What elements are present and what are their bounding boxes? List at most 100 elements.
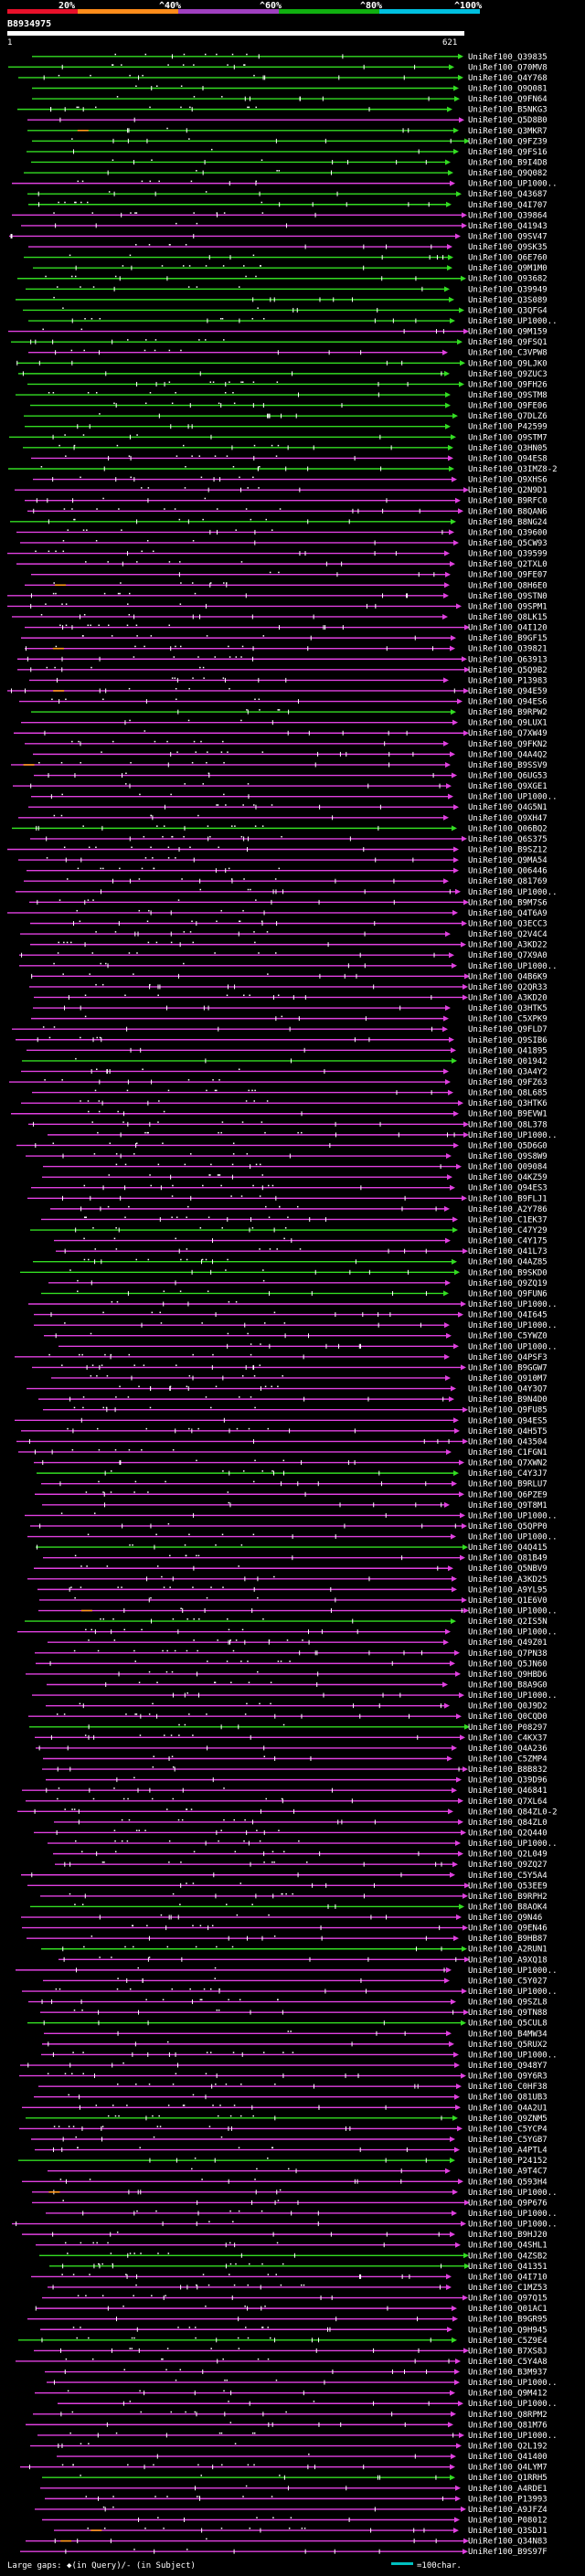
hit-row[interactable]: UniRef100_C4Y3J7 xyxy=(37,1469,548,1479)
hit-accession[interactable]: UniRef100_Q5QPP0 xyxy=(468,1522,548,1532)
hit-row[interactable]: UniRef100_B7XS8J xyxy=(34,2347,548,2356)
hit-accession[interactable]: UniRef100_Q0J9D2 xyxy=(468,1702,548,1712)
hit-row[interactable]: UniRef100_Q2L192 xyxy=(30,2443,548,2452)
hit-row[interactable]: UniRef100_UP1000.. xyxy=(58,1342,558,1352)
hit-accession[interactable]: UniRef100_Q81M76 xyxy=(468,2421,548,2430)
hit-row[interactable]: UniRef100_C5YGB7 xyxy=(31,2136,548,2145)
hit-row[interactable]: UniRef100_Q41351 xyxy=(49,2263,548,2272)
hit-accession[interactable]: UniRef100_UP1000.. xyxy=(468,2210,558,2219)
hit-row[interactable]: UniRef100_Q9MA54 xyxy=(18,856,548,865)
hit-row[interactable]: UniRef100_Q5Q9B2 xyxy=(17,666,548,675)
hit-accession[interactable]: UniRef100_Q4I645 xyxy=(468,1311,548,1320)
hit-row[interactable]: UniRef100_UP1000.. xyxy=(16,888,558,897)
hit-row[interactable]: UniRef100_Q9FLD7 xyxy=(12,1025,548,1034)
hit-row[interactable]: UniRef100_Q1RRH5 xyxy=(42,2474,548,2483)
hit-accession[interactable]: UniRef100_Q5Q9B2 xyxy=(468,666,548,675)
hit-accession[interactable]: UniRef100_C1MZ53 xyxy=(468,2284,548,2293)
hit-accession[interactable]: UniRef100_Q9T8M1 xyxy=(468,1501,548,1511)
hit-accession[interactable]: UniRef100_Q9STN0 xyxy=(468,592,548,601)
hit-row[interactable]: UniRef100_UP1000.. xyxy=(28,317,558,326)
hit-accession[interactable]: UniRef100_Q9P676 xyxy=(468,2199,548,2208)
hit-row[interactable]: UniRef100_Q3IMZ8-2 xyxy=(8,465,558,474)
hit-row[interactable]: UniRef100_Q39600 xyxy=(16,528,548,537)
hit-accession[interactable]: UniRef100_Q9FZ63 xyxy=(468,1078,548,1087)
hit-row[interactable]: UniRef100_Q0CQD0 xyxy=(28,1712,548,1722)
hit-accession[interactable]: UniRef100_Q39D96 xyxy=(468,1776,548,1786)
hit-accession[interactable]: UniRef100_Q49Z01 xyxy=(468,1638,548,1648)
hit-accession[interactable]: UniRef100_Q9LJK0 xyxy=(468,359,548,368)
hit-accession[interactable]: UniRef100_Q81UB3 xyxy=(468,2094,548,2103)
hit-accession[interactable]: UniRef100_Q94ES5 xyxy=(468,1416,548,1426)
hit-accession[interactable]: UniRef100_C5Y5A4 xyxy=(468,1871,548,1881)
hit-row[interactable]: UniRef100_P24152 xyxy=(18,2157,548,2166)
hit-row[interactable]: UniRef100_UP1000.. xyxy=(32,2189,558,2198)
hit-accession[interactable]: UniRef100_Q9MA54 xyxy=(468,856,548,865)
hit-row[interactable]: UniRef100_Q4SHL1 xyxy=(36,2242,548,2251)
hit-accession[interactable]: UniRef100_Q6S375 xyxy=(468,835,548,844)
hit-accession[interactable]: UniRef100_Q39600 xyxy=(468,528,548,537)
hit-row[interactable]: UniRef100_Q4AZ85 xyxy=(33,1258,548,1267)
hit-accession[interactable]: UniRef100_Q7XWN2 xyxy=(468,1459,548,1468)
hit-accession[interactable]: UniRef100_Q97Q15 xyxy=(468,2295,548,2304)
hit-row[interactable]: UniRef100_Q9Q081 xyxy=(32,84,548,93)
hit-row[interactable]: UniRef100_Q9FU85 xyxy=(43,1406,548,1415)
hit-accession[interactable]: UniRef100_A3KD20 xyxy=(468,993,548,1002)
hit-row[interactable]: UniRef100_UP1000.. xyxy=(27,1533,558,1542)
hit-row[interactable]: UniRef100_Q5CUL8 xyxy=(27,2019,548,2029)
hit-accession[interactable]: UniRef100_Q9M159 xyxy=(468,328,548,337)
hit-accession[interactable]: UniRef100_Q84ZL0 xyxy=(468,1818,548,1828)
hit-row[interactable]: UniRef100_Q4A4Q2 xyxy=(33,750,548,759)
hit-accession[interactable]: UniRef100_Q2V4C4 xyxy=(468,930,548,939)
hit-row[interactable]: UniRef100_Q0J9D2 xyxy=(46,1702,548,1712)
hit-accession[interactable]: UniRef100_Q9M412 xyxy=(468,2390,548,2399)
hit-accession[interactable]: UniRef100_Q2Q440 xyxy=(468,1829,548,1838)
hit-row[interactable]: UniRef100_Q8H6E0 xyxy=(25,581,548,590)
hit-accession[interactable]: UniRef100_Q81B49 xyxy=(468,1554,548,1564)
hit-row[interactable]: UniRef100_Q39599 xyxy=(7,550,548,559)
hit-row[interactable]: UniRef100_Q4KZ59 xyxy=(42,1173,548,1182)
hit-accession[interactable]: UniRef100_Q7XW49 xyxy=(468,729,548,738)
hit-row[interactable]: UniRef100_Q43687 xyxy=(27,190,548,199)
hit-row[interactable]: UniRef100_B9FLJ1 xyxy=(27,1194,548,1203)
hit-row[interactable]: UniRef100_A2RUN1 xyxy=(41,1945,548,1955)
hit-row[interactable]: UniRef100_Q4G5N1 xyxy=(28,803,548,812)
hit-row[interactable]: UniRef100_C5XPK9 xyxy=(31,1015,548,1024)
hit-row[interactable]: UniRef100_Q9XGE1 xyxy=(13,782,548,791)
hit-row[interactable]: UniRef100_Q01942 xyxy=(22,1057,548,1066)
hit-accession[interactable]: UniRef100_Q8L378 xyxy=(468,1120,548,1129)
hit-row[interactable]: UniRef100_Q9FZ63 xyxy=(9,1078,548,1087)
hit-accession[interactable]: UniRef100_A9YL95 xyxy=(468,1585,548,1595)
hit-accession[interactable]: UniRef100_Q41L73 xyxy=(468,1247,548,1256)
hit-accession[interactable]: UniRef100_Q9ZUC3 xyxy=(468,370,548,379)
hit-row[interactable]: UniRef100_Q6UG53 xyxy=(34,772,548,781)
hit-accession[interactable]: UniRef100_Q5RUX2 xyxy=(468,2041,548,2050)
hit-row[interactable]: UniRef100_Q93682 xyxy=(17,275,548,284)
hit-row[interactable]: UniRef100_UP1000.. xyxy=(31,793,558,802)
hit-accession[interactable]: UniRef100_Q4B6K9 xyxy=(468,972,548,981)
hit-accession[interactable]: UniRef100_UP1000.. xyxy=(468,317,558,326)
hit-row[interactable]: UniRef100_Q2L049 xyxy=(53,1850,548,1860)
hit-row[interactable]: UniRef100_Q4ZSB2 xyxy=(39,2252,548,2261)
hit-accession[interactable]: UniRef100_Q94ES8 xyxy=(468,454,548,463)
hit-accession[interactable]: UniRef100_B9EVW1 xyxy=(468,1110,548,1119)
hit-row[interactable]: UniRef100_Q9LJK0 xyxy=(16,359,548,368)
hit-row[interactable]: UniRef100_Q4I710 xyxy=(31,2273,548,2282)
hit-row[interactable]: UniRef100_Q9STN0 xyxy=(7,592,548,601)
hit-accession[interactable]: UniRef100_Q9FU85 xyxy=(468,1406,548,1415)
hit-row[interactable]: UniRef100_B9GF15 xyxy=(21,634,548,643)
hit-accession[interactable]: UniRef100_Q06446 xyxy=(468,867,548,876)
hit-row[interactable]: UniRef100_Q9P676 xyxy=(32,2199,548,2208)
hit-accession[interactable]: UniRef100_A2Y786 xyxy=(468,1205,548,1214)
hit-row[interactable]: UniRef100_A9XQ18 xyxy=(58,1956,548,1965)
hit-accession[interactable]: UniRef100_B9SSV9 xyxy=(468,761,548,770)
hit-row[interactable]: UniRef100_Q5D6G0 xyxy=(16,1141,548,1150)
hit-accession[interactable]: UniRef100_B8QAN6 xyxy=(468,507,548,516)
hit-accession[interactable]: UniRef100_UP1000.. xyxy=(468,1966,558,1976)
hit-accession[interactable]: UniRef100_Q34N83 xyxy=(468,2538,548,2547)
hit-row[interactable]: UniRef100_Q910M7 xyxy=(51,1374,548,1383)
hit-row[interactable]: UniRef100_Q6E760 xyxy=(24,254,548,263)
hit-accession[interactable]: UniRef100_A3KD22 xyxy=(468,941,548,950)
hit-accession[interactable]: UniRef100_UP1000.. xyxy=(468,1533,558,1542)
hit-accession[interactable]: UniRef100_Q948Y7 xyxy=(468,2062,548,2071)
hit-accession[interactable]: UniRef100_A9T4C7 xyxy=(468,2168,548,2177)
